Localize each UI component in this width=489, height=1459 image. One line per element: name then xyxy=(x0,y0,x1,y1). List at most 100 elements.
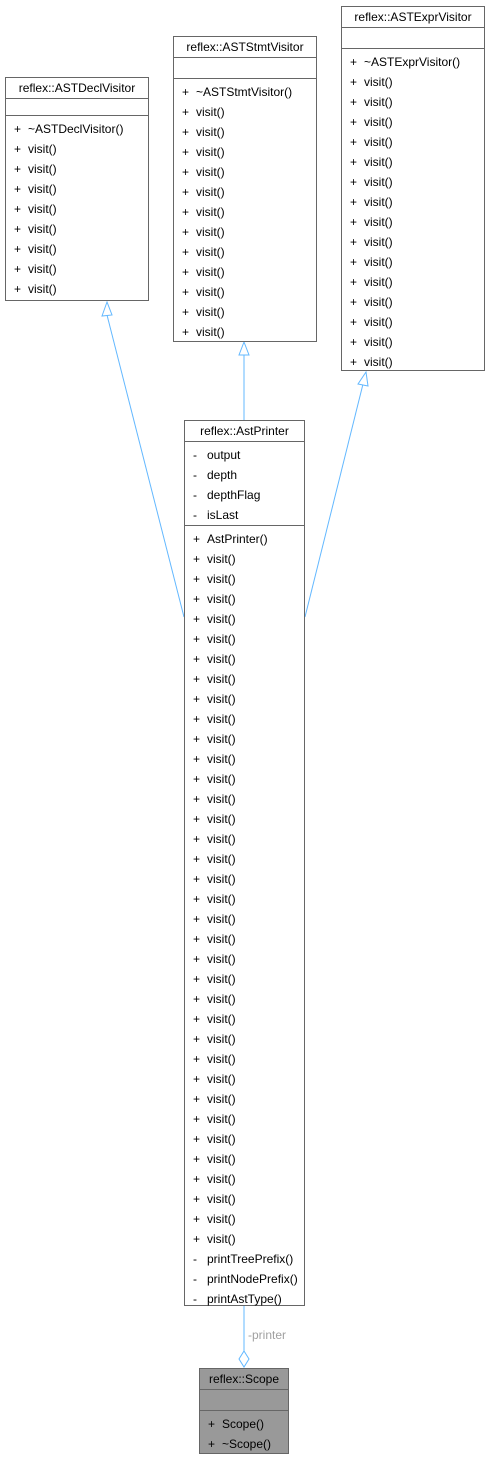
member-name: visit() xyxy=(28,142,57,156)
visibility-marker: + xyxy=(193,1209,207,1229)
class-member: + visit() xyxy=(185,1109,304,1129)
class-member: + visit() xyxy=(342,272,484,292)
visibility-marker: - xyxy=(193,1249,207,1269)
member-name: visit() xyxy=(196,305,225,319)
member-name: depthFlag xyxy=(207,488,260,502)
member-name: visit() xyxy=(207,612,236,626)
visibility-marker: + xyxy=(193,649,207,669)
class-ast-decl-visitor[interactable]: reflex::ASTDeclVisitor + ~ASTDeclVisitor(… xyxy=(5,77,149,301)
methods-section: + Scope() + ~Scope() xyxy=(200,1411,288,1454)
class-member: + ~ASTExprVisitor() xyxy=(342,52,484,72)
class-member: + visit() xyxy=(342,212,484,232)
member-name: visit() xyxy=(207,652,236,666)
member-name: visit() xyxy=(364,235,393,249)
visibility-marker: + xyxy=(193,1049,207,1069)
class-member: - printAstType() xyxy=(185,1289,304,1309)
class-member: + visit() xyxy=(185,1089,304,1109)
class-member: + visit() xyxy=(342,232,484,252)
class-member: + visit() xyxy=(185,1209,304,1229)
visibility-marker: + xyxy=(182,202,196,222)
member-name: Scope() xyxy=(222,1417,264,1431)
class-member: + visit() xyxy=(185,869,304,889)
member-name: visit() xyxy=(196,325,225,339)
member-name: visit() xyxy=(207,1192,236,1206)
methods-section: + AstPrinter() + visit() + visit() + visit() + vi… xyxy=(185,526,304,1309)
member-name: visit() xyxy=(207,572,236,586)
edge-inherits-expr-visitor xyxy=(305,384,363,617)
visibility-marker: + xyxy=(350,272,364,292)
class-member: + AstPrinter() xyxy=(185,529,304,549)
member-name: visit() xyxy=(28,162,57,176)
member-name: visit() xyxy=(364,355,393,369)
member-name: visit() xyxy=(196,145,225,159)
class-member: + visit() xyxy=(174,242,316,262)
class-member: + visit() xyxy=(6,239,148,259)
visibility-marker: + xyxy=(350,72,364,92)
member-name: visit() xyxy=(207,792,236,806)
class-member: + visit() xyxy=(185,749,304,769)
visibility-marker: + xyxy=(193,989,207,1009)
class-member: + visit() xyxy=(174,142,316,162)
class-member: + Scope() xyxy=(200,1414,288,1434)
class-member: + visit() xyxy=(185,1149,304,1169)
class-ast-stmt-visitor[interactable]: reflex::ASTStmtVisitor + ~ASTStmtVisitor(… xyxy=(173,36,317,342)
member-name: visit() xyxy=(364,195,393,209)
visibility-marker: + xyxy=(193,729,207,749)
member-name: isLast xyxy=(207,508,238,522)
member-name: visit() xyxy=(196,265,225,279)
class-member: + visit() xyxy=(342,172,484,192)
member-name: visit() xyxy=(196,225,225,239)
visibility-marker: + xyxy=(193,829,207,849)
visibility-marker: + xyxy=(193,569,207,589)
inheritance-arrowhead-decl-visitor xyxy=(102,302,112,316)
visibility-marker: + xyxy=(350,312,364,332)
visibility-marker: + xyxy=(350,92,364,112)
visibility-marker: + xyxy=(193,809,207,829)
member-name: visit() xyxy=(364,95,393,109)
member-name: visit() xyxy=(364,315,393,329)
class-member: + visit() xyxy=(185,569,304,589)
class-member: + visit() xyxy=(6,159,148,179)
visibility-marker: + xyxy=(193,629,207,649)
visibility-marker: + xyxy=(14,119,28,139)
class-scope[interactable]: reflex::Scope + Scope() + ~Scope() xyxy=(199,1368,289,1454)
visibility-marker: - xyxy=(193,505,207,525)
class-member: + visit() xyxy=(185,929,304,949)
class-member: + visit() xyxy=(342,292,484,312)
class-member: + ~Scope() xyxy=(200,1434,288,1454)
class-member: + visit() xyxy=(185,909,304,929)
class-member: + visit() xyxy=(185,989,304,1009)
class-member: + visit() xyxy=(342,92,484,112)
visibility-marker: + xyxy=(193,1069,207,1089)
member-name: visit() xyxy=(207,892,236,906)
visibility-marker: + xyxy=(193,709,207,729)
member-name: printAstType() xyxy=(207,1292,282,1306)
visibility-marker: - xyxy=(193,485,207,505)
class-member: - printNodePrefix() xyxy=(185,1269,304,1289)
visibility-marker: + xyxy=(193,1009,207,1029)
member-name: visit() xyxy=(207,1072,236,1086)
member-name: visit() xyxy=(207,1032,236,1046)
class-member: - printTreePrefix() xyxy=(185,1249,304,1269)
visibility-marker: - xyxy=(193,1289,207,1309)
visibility-marker: + xyxy=(182,102,196,122)
class-member: + visit() xyxy=(185,649,304,669)
visibility-marker: - xyxy=(193,465,207,485)
class-member: + visit() xyxy=(174,302,316,322)
class-ast-expr-visitor[interactable]: reflex::ASTExprVisitor + ~ASTExprVisitor(… xyxy=(341,6,485,371)
member-name: visit() xyxy=(364,75,393,89)
visibility-marker: + xyxy=(182,182,196,202)
class-ast-printer[interactable]: reflex::AstPrinter - output - depth - depthFl… xyxy=(184,420,305,1306)
visibility-marker: + xyxy=(14,199,28,219)
class-member: + visit() xyxy=(342,332,484,352)
visibility-marker: + xyxy=(208,1434,222,1454)
member-name: visit() xyxy=(207,672,236,686)
member-name: visit() xyxy=(207,972,236,986)
member-name: visit() xyxy=(207,952,236,966)
attributes-section: - output - depth - depthFlag - isLast xyxy=(185,442,304,526)
class-member: + visit() xyxy=(185,789,304,809)
class-member: + visit() xyxy=(342,132,484,152)
visibility-marker: + xyxy=(193,889,207,909)
visibility-marker: + xyxy=(193,1149,207,1169)
visibility-marker: + xyxy=(193,689,207,709)
